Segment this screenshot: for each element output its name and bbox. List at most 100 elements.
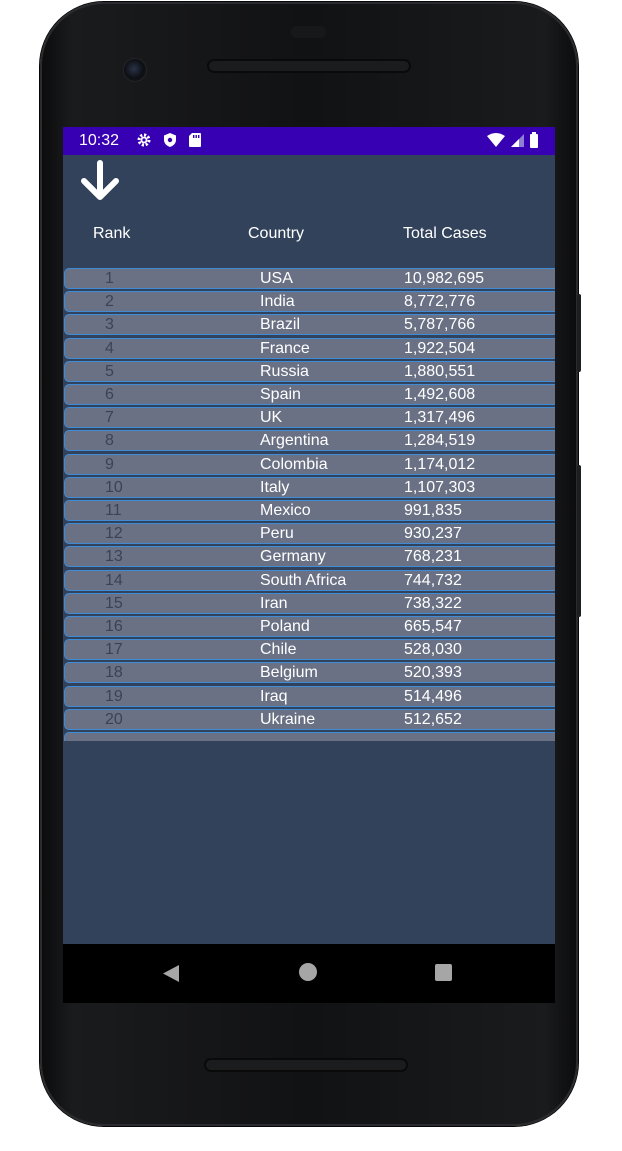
list-item-cases: 1,317,496 <box>404 409 476 427</box>
list-item[interactable]: 3 Brazil 5,787,766 <box>64 314 555 336</box>
list-item-cases: 512,652 <box>404 710 462 728</box>
list-item-country: Chile <box>260 641 297 659</box>
list-item-rank: 16 <box>105 618 123 635</box>
app-content: Rank Country Total Cases 1 USA 10,982,695 2… <box>63 155 555 944</box>
list-item[interactable]: 12 Peru 930,237 <box>64 523 555 545</box>
list-item-country: Italy <box>260 478 290 496</box>
list-item-cases: 930,237 <box>404 525 462 543</box>
back-triangle-icon[interactable] <box>162 964 180 983</box>
list-item-cases: 1,492,608 <box>404 386 476 403</box>
signal-icon <box>510 133 524 153</box>
list-item[interactable]: 16 Poland 665,547 <box>64 616 555 637</box>
list-item-rank: 8 <box>105 432 114 450</box>
list-item-rank: 14 <box>105 571 123 589</box>
list-item[interactable]: 10 Italy 1,107,303 <box>64 476 555 498</box>
list-item-country: India <box>260 293 295 311</box>
list-item[interactable]: 13 Germany 768,231 <box>64 546 555 568</box>
list-item-rank: 17 <box>105 641 123 659</box>
list-item-cases: 991,835 <box>404 502 462 519</box>
list-item[interactable] <box>64 732 555 741</box>
list-item-cases: 514,496 <box>404 687 462 705</box>
gear-icon <box>136 132 152 153</box>
wifi-icon <box>487 132 505 153</box>
earpiece-speaker <box>207 59 411 73</box>
list-item[interactable]: 5 Russia 1,880,551 <box>64 360 555 382</box>
list-item-cases: 744,732 <box>404 571 462 589</box>
status-bar: 10:32 <box>63 127 555 155</box>
list-item[interactable]: 19 Iraq 514,496 <box>64 685 555 707</box>
list-item-country: Ukraine <box>260 710 316 728</box>
list-item-cases: 1,922,504 <box>404 339 476 357</box>
list-item-country: Mexico <box>260 502 311 519</box>
list-item-cases: 665,547 <box>404 618 462 635</box>
list-item-cases: 5,787,766 <box>404 316 476 334</box>
list-item-rank: 18 <box>105 664 123 682</box>
home-circle-icon[interactable] <box>299 963 317 981</box>
battery-icon <box>529 132 539 153</box>
list-item-country: Brazil <box>260 316 301 334</box>
list-item[interactable]: 7 UK 1,317,496 <box>64 407 555 429</box>
country-list[interactable]: 1 USA 10,982,695 2 India 8,772,776 3 Brazil 5,78… <box>63 268 555 741</box>
list-item[interactable]: 17 Chile 528,030 <box>64 639 555 661</box>
list-item[interactable]: 15 Iran 738,322 <box>64 592 555 614</box>
column-header-country[interactable]: Country <box>248 225 305 242</box>
list-item-country: South Africa <box>260 571 347 589</box>
list-item-country: Belgium <box>260 664 318 682</box>
list-item-cases: 768,231 <box>404 548 462 566</box>
list-item[interactable]: 9 Colombia 1,174,012 <box>64 453 555 475</box>
list-item-rank: 1 <box>105 270 114 287</box>
list-item-cases: 10,982,695 <box>404 270 485 287</box>
list-item-country: Iraq <box>260 687 288 705</box>
bottom-speaker <box>204 1058 408 1072</box>
list-item-cases: 520,393 <box>404 664 462 682</box>
sort-button[interactable] <box>77 159 123 205</box>
list-item-cases: 528,030 <box>404 641 462 659</box>
list-item-country: Poland <box>260 618 310 635</box>
list-item-rank: 19 <box>105 687 123 705</box>
column-header-rank[interactable]: Rank <box>93 225 131 242</box>
column-header-total-cases[interactable]: Total Cases <box>403 225 487 242</box>
list-item-country: Argentina <box>260 432 329 450</box>
list-item-rank: 12 <box>105 525 123 543</box>
list-item-country: Spain <box>260 386 301 403</box>
list-item[interactable]: 4 France 1,922,504 <box>64 337 555 359</box>
list-item-country: Colombia <box>260 455 328 473</box>
recents-square-icon[interactable] <box>435 964 452 981</box>
list-item[interactable]: 6 Spain 1,492,608 <box>64 384 555 405</box>
status-time: 10:32 <box>79 132 120 149</box>
list-item-rank: 3 <box>105 316 114 334</box>
phone-screen: 10:32 <box>63 127 555 1003</box>
volume-button <box>577 465 581 617</box>
list-item-country: Germany <box>260 548 326 566</box>
list-item-cases: 1,880,551 <box>404 362 476 380</box>
list-item-rank: 11 <box>105 502 122 519</box>
list-item[interactable]: 8 Argentina 1,284,519 <box>64 430 555 452</box>
list-item-cases: 738,322 <box>404 594 462 612</box>
list-item-cases: 1,174,012 <box>404 455 476 473</box>
list-item-country: France <box>260 339 310 357</box>
list-item[interactable]: 2 India 8,772,776 <box>64 291 555 313</box>
list-item-rank: 5 <box>105 362 114 380</box>
proximity-sensor <box>291 26 326 38</box>
list-item-rank: 4 <box>105 339 114 357</box>
list-item[interactable]: 20 Ukraine 512,652 <box>64 708 555 730</box>
list-item-cases: 1,107,303 <box>404 478 476 496</box>
list-item-cases: 8,772,776 <box>404 293 476 311</box>
list-item[interactable]: 14 South Africa 744,732 <box>64 569 555 591</box>
list-item-country: Peru <box>260 525 294 543</box>
list-item-rank: 2 <box>105 293 114 311</box>
arrow-down-icon <box>81 160 119 200</box>
list-item-country: Iran <box>260 594 288 612</box>
list-item-country: USA <box>260 270 293 287</box>
list-item-rank: 9 <box>105 455 114 473</box>
front-camera <box>123 58 147 82</box>
list-item[interactable]: 1 USA 10,982,695 <box>64 268 555 289</box>
list-item[interactable]: 18 Belgium 520,393 <box>64 662 555 684</box>
list-item-rank: 6 <box>105 386 114 403</box>
list-item[interactable]: 11 Mexico 991,835 <box>64 500 555 521</box>
list-item-rank: 7 <box>105 409 114 427</box>
list-item-cases: 1,284,519 <box>404 432 476 450</box>
power-button <box>577 294 581 372</box>
list-item-rank: 15 <box>105 594 123 612</box>
list-item-country: Russia <box>260 362 309 380</box>
